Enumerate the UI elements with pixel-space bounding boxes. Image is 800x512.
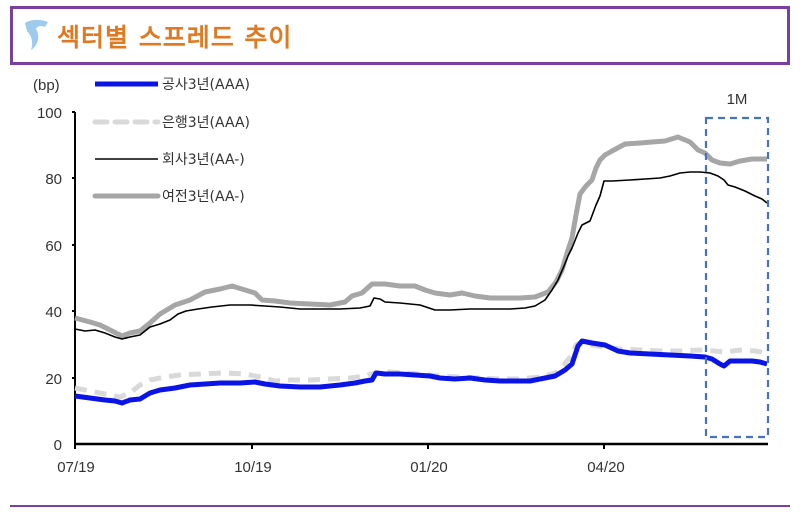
svg-text:10/19: 10/19 [234,459,272,476]
arrow-swoosh-icon [25,19,48,50]
svg-text:80: 80 [45,171,62,188]
legend-label: 공사3년(AAA) [162,77,250,93]
legend-label: 회사3년(AA-) [162,152,245,168]
title-box: 섹터별 스프레드 추이 [10,6,790,65]
legend-item-corp: 회사3년(AA-) [95,152,245,168]
series-bank-line [74,340,768,400]
svg-text:0: 0 [54,437,62,454]
x-ticks [74,444,605,449]
legend-label: 여전3년(AA-) [162,189,245,205]
y-unit-label: (bp) [33,77,60,94]
y-tick-labels: 0 20 40 60 80 100 [37,105,62,454]
x-tick-labels: 07/19 10/19 01/20 04/20 [57,459,625,476]
svg-text:01/20: 01/20 [410,459,448,476]
svg-text:20: 20 [45,371,62,388]
svg-text:100: 100 [37,105,62,122]
legend-item-card: 여전3년(AA-) [92,189,245,205]
page-title: 섹터별 스프레드 추이 [57,23,293,52]
svg-text:07/19: 07/19 [57,459,95,476]
legend-item-gongsa: 공사3년(AAA) [95,77,250,93]
one-month-highlight-box [704,116,770,439]
series-card-line [74,134,767,339]
legend-item-bank: 은행3년(AAA) [92,115,250,131]
svg-text:40: 40 [45,304,62,321]
series-gongsa-line [74,338,768,406]
svg-text:60: 60 [45,238,62,255]
legend: 공사3년(AAA) 은행3년(AAA) 회사3년(AA-) 여전3년(AA-) [92,77,250,205]
legend-label: 은행3년(AAA) [162,115,250,131]
svg-text:04/20: 04/20 [587,459,625,476]
one-month-label: 1M [727,91,748,108]
bottom-divider [10,505,790,507]
series-corp-line [74,171,768,340]
y-ticks [72,111,75,379]
